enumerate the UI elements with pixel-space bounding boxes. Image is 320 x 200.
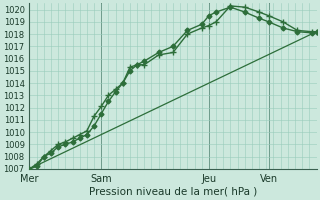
X-axis label: Pression niveau de la mer( hPa ): Pression niveau de la mer( hPa ) — [89, 187, 257, 197]
